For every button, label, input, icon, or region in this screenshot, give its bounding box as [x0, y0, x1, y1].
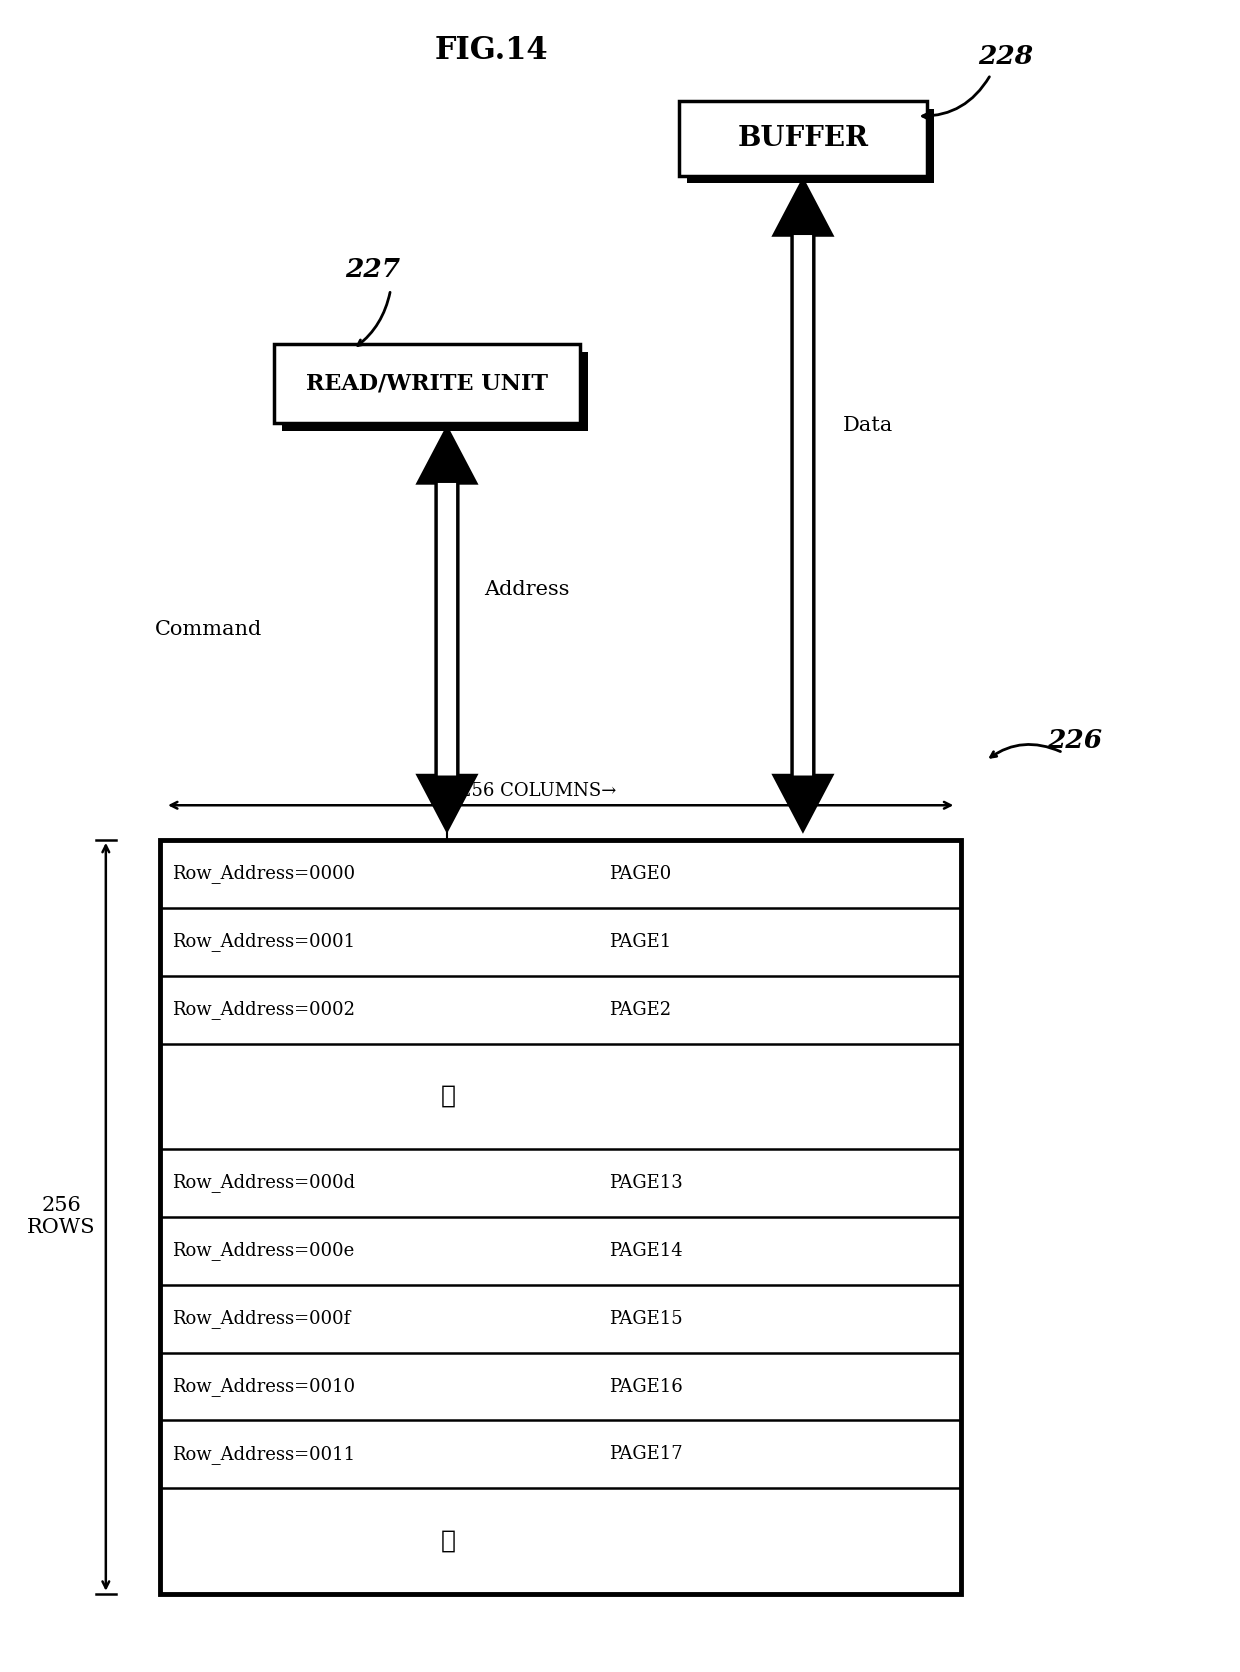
Text: Row_Address=0011: Row_Address=0011 — [172, 1445, 355, 1465]
Text: Row_Address=0000: Row_Address=0000 — [172, 864, 355, 883]
Bar — [680, 100, 926, 176]
Polygon shape — [774, 181, 832, 236]
Text: BUFFER: BUFFER — [738, 125, 868, 152]
Text: ⋮: ⋮ — [441, 1085, 456, 1109]
Bar — [274, 344, 580, 423]
Text: Row_Address=0010: Row_Address=0010 — [172, 1378, 355, 1396]
Text: READ/WRITE UNIT: READ/WRITE UNIT — [306, 373, 548, 395]
Polygon shape — [418, 776, 476, 829]
Text: PAGE13: PAGE13 — [609, 1174, 682, 1192]
Text: PAGE1: PAGE1 — [609, 933, 671, 951]
Text: Address: Address — [485, 580, 570, 599]
Polygon shape — [774, 776, 832, 829]
Text: 228: 228 — [978, 43, 1033, 69]
Text: Row_Address=000f: Row_Address=000f — [172, 1309, 351, 1328]
Bar — [281, 353, 588, 431]
Text: Row_Address=000d: Row_Address=000d — [172, 1174, 355, 1192]
Text: PAGE14: PAGE14 — [609, 1242, 682, 1259]
Text: 226: 226 — [1048, 729, 1102, 754]
Text: ←256 COLUMNS→: ←256 COLUMNS→ — [445, 782, 616, 801]
Text: 256
ROWS: 256 ROWS — [27, 1195, 95, 1237]
Bar — [160, 839, 961, 1593]
Text: ⋮: ⋮ — [441, 1530, 456, 1553]
Text: Row_Address=0001: Row_Address=0001 — [172, 933, 355, 951]
Bar — [687, 109, 935, 184]
Text: Row_Address=000e: Row_Address=000e — [172, 1241, 355, 1261]
Text: FIG.14: FIG.14 — [435, 35, 548, 65]
Text: PAGE15: PAGE15 — [609, 1309, 682, 1328]
Text: Row_Address=0002: Row_Address=0002 — [172, 1000, 355, 1020]
Polygon shape — [418, 428, 476, 483]
Text: PAGE0: PAGE0 — [609, 864, 671, 883]
Text: PAGE17: PAGE17 — [609, 1445, 682, 1463]
Polygon shape — [774, 181, 832, 829]
Polygon shape — [418, 428, 476, 829]
Text: 227: 227 — [345, 257, 401, 283]
Text: Data: Data — [842, 416, 893, 435]
Text: PAGE16: PAGE16 — [609, 1378, 682, 1396]
Text: PAGE2: PAGE2 — [609, 1000, 671, 1018]
Text: Command: Command — [155, 620, 263, 639]
